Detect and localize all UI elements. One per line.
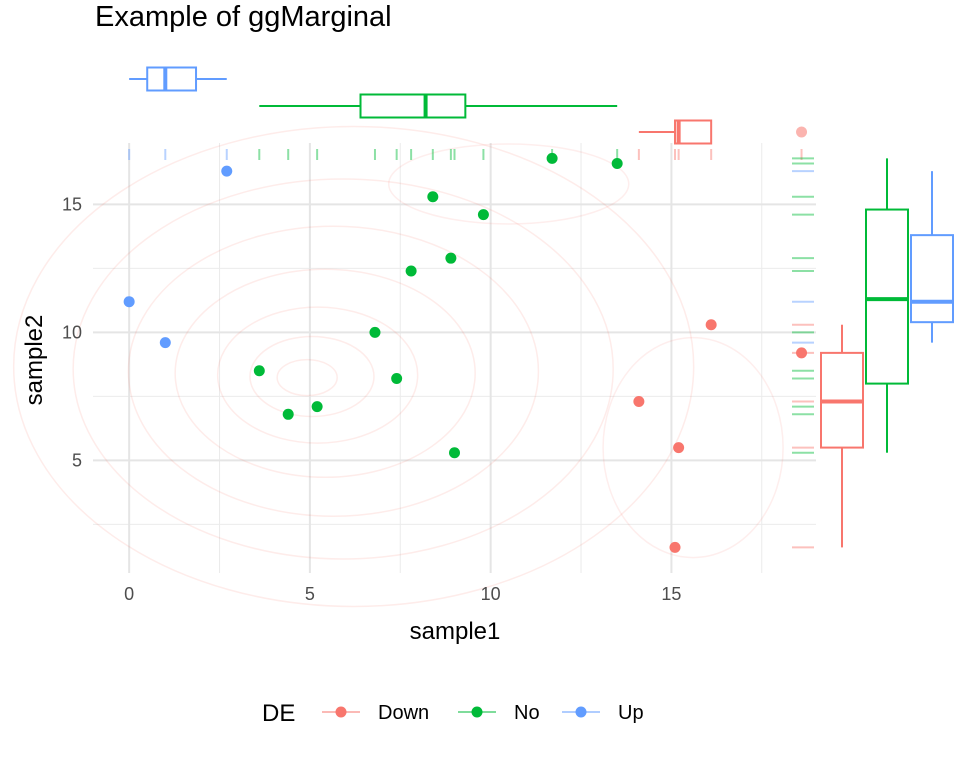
chart-title: Example of ggMarginal <box>95 1 392 33</box>
x-tick-label: 15 <box>661 584 681 604</box>
legend-item-down: Down <box>322 702 429 724</box>
legend-title: DE <box>262 700 295 727</box>
data-point-down <box>796 347 808 359</box>
grid-layer <box>93 143 816 573</box>
legend-key-point <box>471 706 483 718</box>
marginal-x-boxplot-no <box>259 93 618 119</box>
legend-key-point <box>575 706 587 718</box>
legend-label: No <box>514 702 540 724</box>
data-point-no <box>427 191 439 203</box>
data-point-no <box>253 365 265 377</box>
marginal-y-boxplots <box>820 158 954 548</box>
x-tick-label: 0 <box>124 584 134 604</box>
box <box>910 234 954 324</box>
marginal-x-boxplot-down <box>638 119 808 145</box>
data-point-down <box>673 442 685 454</box>
data-point-no <box>546 152 558 164</box>
outlier-point <box>796 126 808 138</box>
box <box>865 208 909 385</box>
legend: DE Down No Up <box>262 700 644 727</box>
data-point-up <box>123 296 135 308</box>
density-contour <box>174 268 476 479</box>
points-layer <box>123 152 808 553</box>
density-contour <box>387 143 630 225</box>
x-tick-label: 5 <box>305 584 315 604</box>
marginal-y-boxplot-no <box>865 158 909 453</box>
data-point-down <box>633 396 645 408</box>
density-contour <box>127 225 540 517</box>
density-contour <box>602 336 784 559</box>
data-point-no <box>391 372 403 384</box>
data-point-no <box>282 408 294 420</box>
marginal-y-boxplot-up <box>910 171 954 343</box>
data-point-up <box>159 337 171 349</box>
data-point-no <box>405 265 417 277</box>
density-contour <box>216 306 419 444</box>
data-point-no <box>611 157 623 169</box>
legend-items: Down No Up <box>322 702 644 724</box>
data-point-down <box>669 541 681 553</box>
data-point-no <box>445 252 457 264</box>
y-axis-title: sample2 <box>21 315 48 406</box>
data-point-no <box>449 447 460 459</box>
tick-labels: 0 5 10 15 5 10 15 <box>62 194 681 604</box>
y-tick-label: 15 <box>62 194 82 214</box>
density-contour <box>249 335 375 418</box>
marginal-x-boxplots <box>129 66 808 145</box>
legend-item-up: Up <box>562 702 644 724</box>
legend-label: Down <box>378 702 429 724</box>
density-contour <box>72 178 614 560</box>
legend-item-no: No <box>458 702 540 724</box>
density-contour <box>12 125 695 608</box>
marginal-y-boxplot-down <box>820 324 864 548</box>
marginal-x-boxplot-up <box>129 66 227 92</box>
box <box>146 66 198 92</box>
legend-label: Up <box>618 702 644 724</box>
legend-key-point <box>335 706 347 718</box>
x-axis-title: sample1 <box>410 618 501 645</box>
box <box>359 93 467 119</box>
density-contours <box>12 125 784 608</box>
y-tick-label: 5 <box>72 450 82 470</box>
data-point-no <box>477 209 489 221</box>
rug-layer <box>128 149 814 549</box>
data-point-no <box>311 401 323 413</box>
data-point-no <box>369 326 381 338</box>
density-contour <box>276 358 338 397</box>
data-point-up <box>221 165 233 177</box>
x-tick-label: 10 <box>481 584 501 604</box>
data-point-down <box>705 319 717 331</box>
y-tick-label: 10 <box>62 322 82 342</box>
box <box>674 119 713 145</box>
